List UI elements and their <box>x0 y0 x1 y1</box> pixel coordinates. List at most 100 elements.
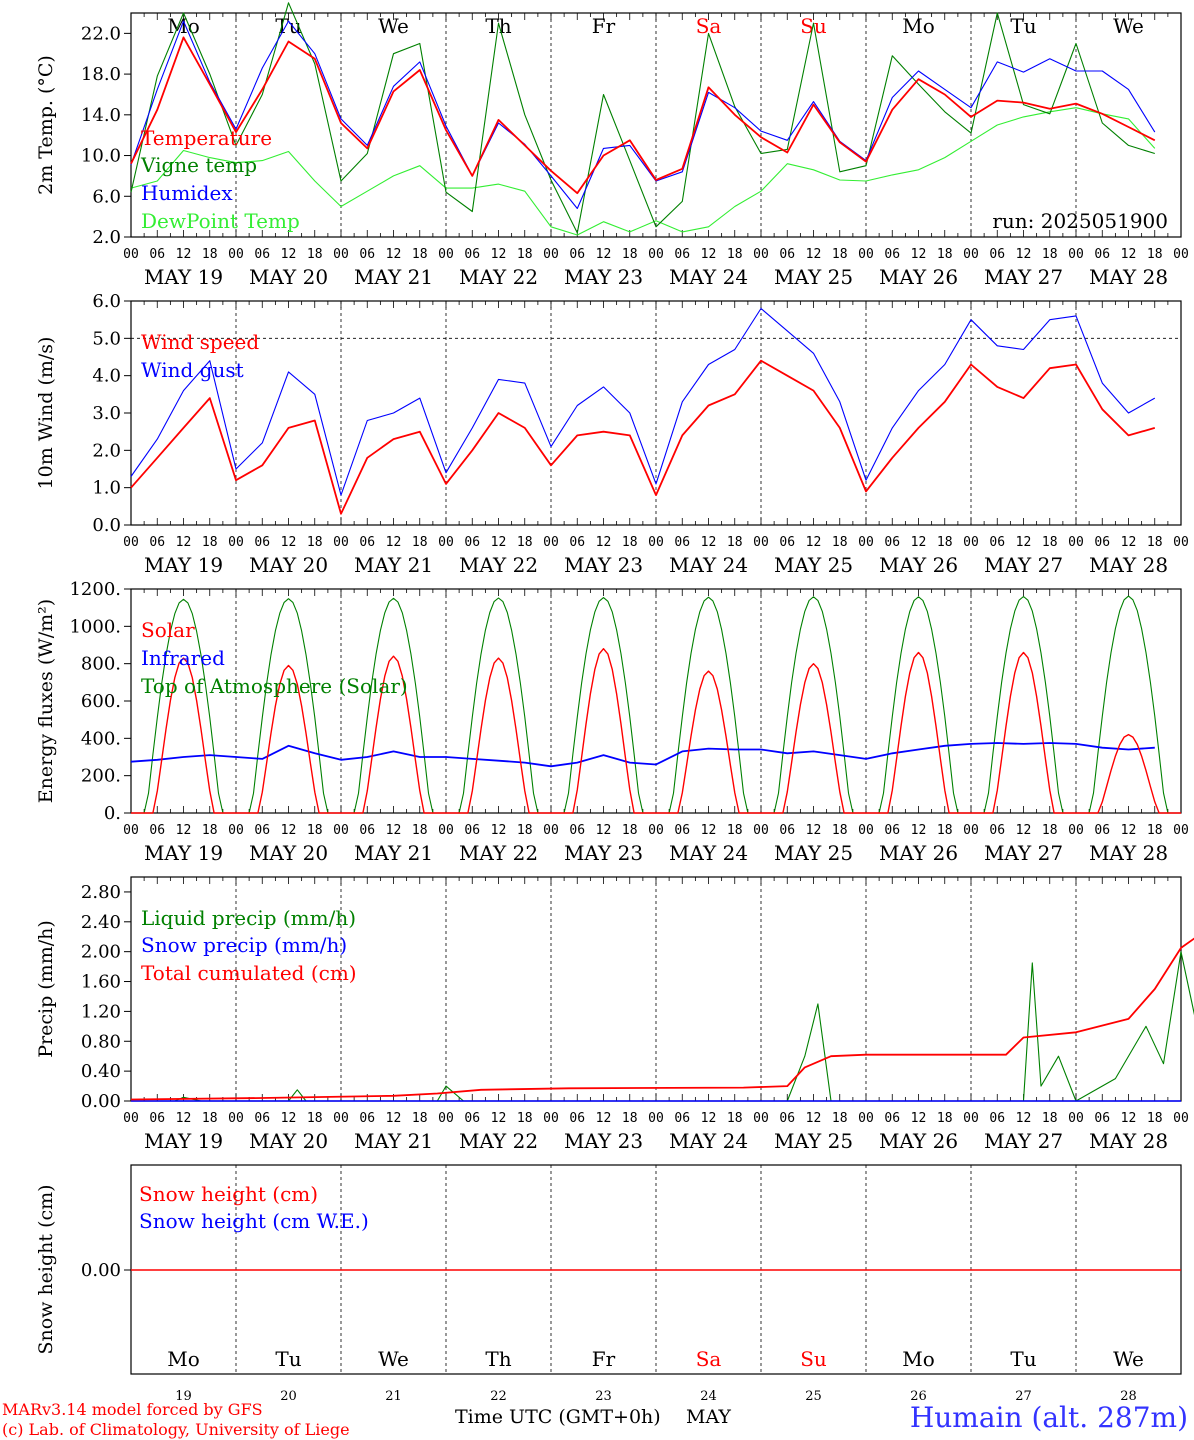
hour-tick-label: 18 <box>622 1111 638 1126</box>
hour-tick-label: 06 <box>674 1111 690 1126</box>
date-label: MAY 26 <box>879 553 958 577</box>
hour-tick-label: 12 <box>806 535 822 550</box>
day-number: 21 <box>385 1389 402 1404</box>
date-label: MAY 26 <box>879 1129 958 1153</box>
hour-tick-label: 12 <box>1121 823 1137 838</box>
y-tick-label: 4.0 <box>92 366 121 387</box>
y-tick-label: 3.0 <box>92 403 121 424</box>
hour-tick-label: 18 <box>412 247 428 262</box>
hour-tick-label: 00 <box>333 1111 349 1126</box>
y-tick-label: 1.20 <box>81 1001 121 1022</box>
hour-tick-label: 00 <box>753 535 769 550</box>
series-infrared <box>130 742 1155 768</box>
hour-tick-label: 00 <box>858 1111 874 1126</box>
hour-tick-label: 00 <box>1068 823 1084 838</box>
hour-tick-label: 06 <box>779 1111 795 1126</box>
hour-tick-label: 18 <box>202 823 218 838</box>
date-label: MAY 20 <box>249 841 328 865</box>
hour-tick-label: 06 <box>359 535 375 550</box>
hour-tick-label: 12 <box>281 247 297 262</box>
x-axis-label: Time UTC (GMT+0h) <box>455 1406 661 1428</box>
hour-tick-label: 00 <box>1173 535 1189 550</box>
y-tick-label: 0.00 <box>81 1091 121 1112</box>
panel-frame <box>130 12 1182 238</box>
hour-tick-label: 06 <box>884 535 900 550</box>
hour-tick-label: 12 <box>176 247 192 262</box>
date-label: MAY 19 <box>144 553 223 577</box>
hour-tick-label: 06 <box>149 535 165 550</box>
legend-wind-speed: Wind speed <box>141 330 259 354</box>
weekday-label-bottom: We <box>378 1347 409 1371</box>
hour-tick-label: 18 <box>1147 247 1163 262</box>
date-label: MAY 21 <box>354 553 433 577</box>
hour-tick-label: 00 <box>753 247 769 262</box>
weekday-label-top: Tu <box>1010 14 1036 38</box>
series-wind-gust <box>130 307 1156 496</box>
hour-tick-label: 18 <box>307 247 323 262</box>
hour-tick-label: 12 <box>491 1111 507 1126</box>
copyright: (c) Lab. of Climatology, University of L… <box>2 1420 350 1439</box>
hour-tick-label: 18 <box>832 247 848 262</box>
hour-tick-label: 12 <box>596 1111 612 1126</box>
hour-tick-label: 12 <box>386 1111 402 1126</box>
y-tick-label: 0.80 <box>81 1031 121 1052</box>
weekday-label-top: Fr <box>592 14 616 38</box>
hour-tick-label: 12 <box>701 1111 717 1126</box>
hour-tick-label: 18 <box>1042 535 1058 550</box>
y-axis-label: Energy fluxes (W/m²) <box>35 599 57 803</box>
series-temperature <box>130 36 1156 195</box>
hour-tick-label: 12 <box>806 247 822 262</box>
date-label: MAY 22 <box>459 1129 538 1153</box>
y-axis-label: Snow height (cm) <box>35 1184 57 1354</box>
hour-tick-label: 18 <box>1042 823 1058 838</box>
hour-tick-label: 00 <box>438 1111 454 1126</box>
hour-tick-label: 00 <box>648 535 664 550</box>
date-label: MAY 22 <box>459 841 538 865</box>
hour-tick-label: 06 <box>779 535 795 550</box>
hour-tick-label: 06 <box>989 247 1005 262</box>
legend-snow-height: Snow height (cm) <box>139 1182 318 1206</box>
day-number: 25 <box>805 1389 822 1404</box>
date-label: MAY 22 <box>459 265 538 289</box>
y-tick-label: 200. <box>81 766 121 787</box>
hour-tick-label: 18 <box>1147 823 1163 838</box>
date-label: MAY 25 <box>774 841 853 865</box>
y-tick-label: 6.0 <box>92 291 121 312</box>
hour-tick-label: 00 <box>543 535 559 550</box>
hour-tick-label: 18 <box>202 535 218 550</box>
date-label: MAY 24 <box>669 841 748 865</box>
y-tick-label: 5.0 <box>92 328 121 349</box>
hour-tick-label: 00 <box>438 247 454 262</box>
day-number: 28 <box>1120 1389 1137 1404</box>
date-label: MAY 24 <box>669 553 748 577</box>
hour-tick-label: 06 <box>254 1111 270 1126</box>
y-tick-label: 0.0 <box>92 515 121 536</box>
hour-tick-label: 18 <box>832 823 848 838</box>
series-total-cumulated <box>130 937 1194 1101</box>
hour-tick-label: 12 <box>1121 247 1137 262</box>
hour-tick-label: 18 <box>727 535 743 550</box>
hour-tick-label: 12 <box>386 247 402 262</box>
hour-tick-label: 18 <box>1147 1111 1163 1126</box>
date-label: MAY 26 <box>879 841 958 865</box>
date-label: MAY 27 <box>984 265 1063 289</box>
legend-snow-precip: Snow precip (mm/h) <box>141 933 347 957</box>
y-axis-label: 2m Temp. (°C) <box>35 55 57 195</box>
hour-tick-label: 18 <box>622 535 638 550</box>
hour-tick-label: 00 <box>123 823 139 838</box>
hour-tick-label: 00 <box>1173 823 1189 838</box>
date-label: MAY 21 <box>354 265 433 289</box>
hour-tick-label: 06 <box>884 247 900 262</box>
weekday-label-bottom: Tu <box>1010 1347 1036 1371</box>
weekday-label-bottom: Tu <box>275 1347 301 1371</box>
hour-tick-label: 12 <box>386 823 402 838</box>
hour-tick-label: 18 <box>937 1111 953 1126</box>
hour-tick-label: 00 <box>228 1111 244 1126</box>
hour-tick-label: 06 <box>779 823 795 838</box>
y-tick-label: 0. <box>104 803 121 824</box>
hour-tick-label: 00 <box>1173 1111 1189 1126</box>
hour-tick-label: 06 <box>569 535 585 550</box>
panel-1: 00 06 12 18 00 06 12 18 00 06 12 18 00 06 12 18 00 06 12 18… <box>35 12 1189 289</box>
hour-tick-label: 12 <box>176 1111 192 1126</box>
hour-tick-label: 12 <box>806 1111 822 1126</box>
